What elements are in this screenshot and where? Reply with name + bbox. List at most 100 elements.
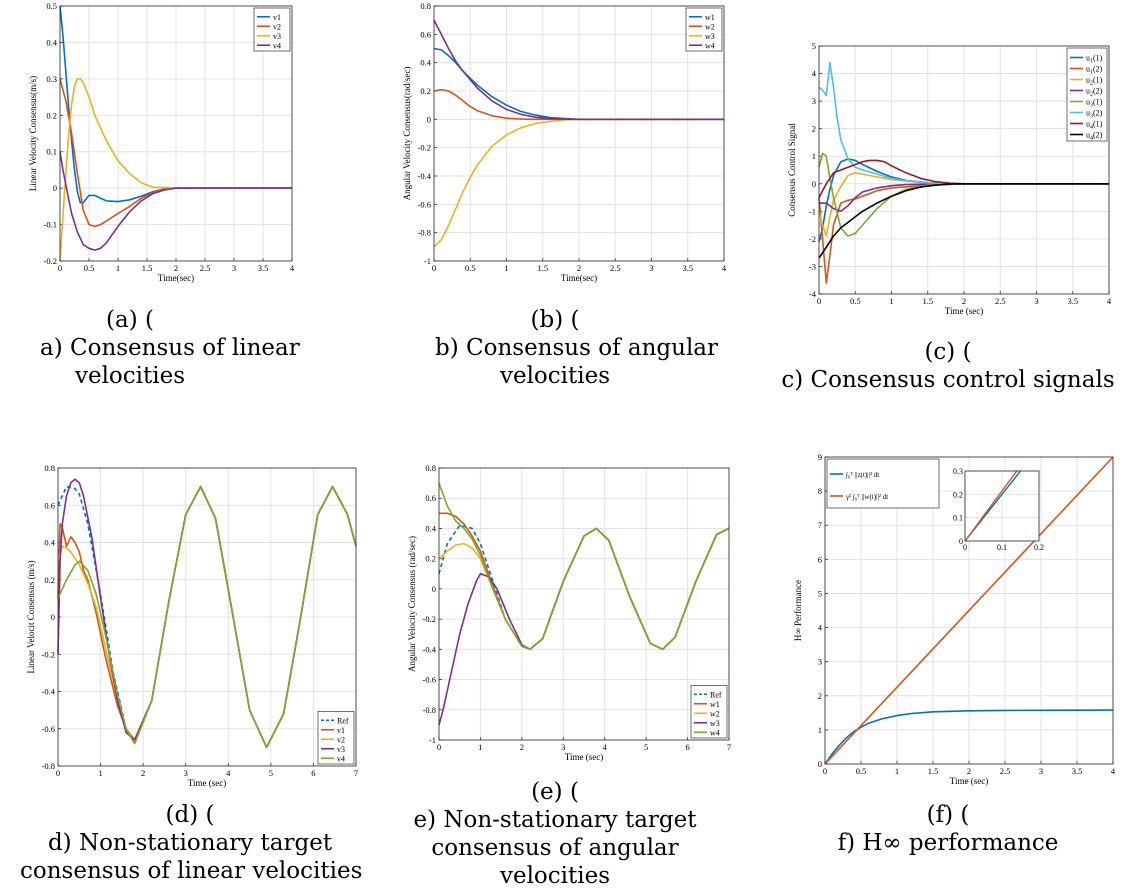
- caption: (a) (a) Consensus of linear velocities: [40, 306, 300, 390]
- legend-box: [826, 458, 940, 509]
- y-tick-label: -0.8: [418, 228, 431, 238]
- x-tick-label: 2: [577, 263, 581, 273]
- y-tick-label: 2: [818, 691, 822, 701]
- legend-label: u2(1): [1086, 76, 1103, 87]
- x-tick-label: 3.5: [1072, 766, 1083, 776]
- caption-line: velocities: [499, 363, 611, 389]
- y-tick-label: -0.2: [44, 256, 57, 266]
- x-tick-label: 1: [478, 742, 482, 752]
- x-tick-label: 3: [232, 263, 236, 273]
- legend-label-suffix: (1): [1093, 54, 1103, 63]
- x-tick-label: 3: [184, 768, 188, 778]
- y-tick-label: -4: [809, 289, 817, 299]
- chart-5: 0 0.5 1 1.5 2 2.5 3 3.5 4 0 1 2 3 4 5 6 7 8 9 Time (sec) H∞ …: [793, 452, 1116, 786]
- legend-label: v4: [337, 754, 345, 763]
- y-tick-label: -3: [809, 261, 816, 271]
- x-tick-label: 2.5: [995, 296, 1006, 306]
- x-tick-label: 3: [1039, 766, 1043, 776]
- x-tick-label: 4: [226, 768, 231, 778]
- legend-label-base: u: [1086, 54, 1090, 63]
- caption-line: velocities: [74, 363, 186, 389]
- legend-label: v2: [337, 735, 345, 744]
- y-tick-label: 1: [818, 725, 822, 735]
- y-tick-label: -0.6: [423, 675, 436, 685]
- legend-label: w3: [710, 719, 720, 728]
- legend-label: w1: [710, 700, 720, 709]
- y-tick-label: -0.4: [423, 644, 437, 654]
- x-tick-label: 0.5: [856, 766, 867, 776]
- legend-label: u4(1): [1086, 120, 1103, 131]
- series-line-w4: [438, 482, 730, 651]
- y-tick-label: 7: [818, 520, 822, 530]
- caption-label: (f) (: [926, 802, 970, 828]
- x-tick-label: 6: [685, 742, 689, 752]
- inset-x-tick-label: 0.2: [1034, 543, 1044, 552]
- x-tick-label: 0: [56, 768, 60, 778]
- legend-label-base: u: [1086, 87, 1090, 96]
- axes-box: [824, 456, 1114, 765]
- x-tick-label: 0: [823, 766, 827, 776]
- legend-label: w2: [710, 709, 720, 718]
- x-tick-label: 2.5: [610, 263, 621, 273]
- x-tick-label: 2: [520, 742, 524, 752]
- legend-label: v2: [273, 22, 281, 31]
- y-tick-label: 0.8: [420, 1, 431, 11]
- legend-label-suffix: (1): [1093, 76, 1103, 85]
- y-tick-label: 0: [812, 179, 816, 189]
- caption-line: c) Consensus control signals: [781, 367, 1115, 393]
- legend-label: u3(2): [1086, 109, 1103, 120]
- series-line-w4: [433, 19, 724, 121]
- x-tick-label: 1.5: [922, 296, 933, 306]
- legend-label-base: u: [1086, 109, 1090, 118]
- caption-line: f) H∞ performance: [837, 830, 1059, 856]
- chart-2: 0 0.5 1 1.5 2 2.5 3 3.5 4 -4 -3 -2 -1 0 1 2 3 4 5 Time (sec…: [787, 41, 1112, 316]
- legend-label: Ref: [710, 690, 722, 699]
- x-tick-label: 5: [644, 742, 648, 752]
- legend-label-sub: 2: [1090, 92, 1093, 98]
- x-tick-label: 5: [269, 768, 273, 778]
- x-tick-label: 2: [962, 296, 966, 306]
- caption-label: (e) (: [531, 779, 579, 805]
- legend-label-base: u: [1086, 131, 1090, 140]
- x-tick-label: 2.5: [200, 263, 211, 273]
- legend-label: w3: [705, 32, 715, 41]
- legend-box: [253, 7, 291, 52]
- y-tick-label: 0: [53, 183, 57, 193]
- x-tick-label: 4: [290, 263, 295, 273]
- axes-box: [438, 467, 730, 741]
- legend-label-base: u: [1086, 120, 1090, 129]
- x-tick-label: 2: [174, 263, 178, 273]
- y-axis-label: Angular Velocity Consensus (rad/sec): [407, 536, 417, 672]
- caption-label: (b) (: [530, 307, 580, 333]
- caption: (c) (c) Consensus control signals: [778, 338, 1118, 394]
- legend-label: v1: [273, 13, 281, 22]
- y-tick-label: 0.4: [44, 538, 55, 548]
- y-tick-label: 0.4: [425, 523, 436, 533]
- series-line-ztdt: [824, 709, 1114, 765]
- inset-box: [964, 470, 1040, 542]
- y-tick-label: 0.6: [420, 29, 431, 39]
- x-tick-label: 1: [889, 296, 893, 306]
- y-tick-label: -0.8: [42, 761, 55, 771]
- y-tick-label: 0: [51, 612, 55, 622]
- y-tick-label: 1: [812, 151, 816, 161]
- caption-line: velocities: [499, 863, 611, 889]
- legend-label: v3: [273, 32, 281, 41]
- legend-label: u1(2): [1086, 65, 1103, 76]
- legend-label-base: u: [1086, 65, 1090, 74]
- caption-label: (d) (: [165, 802, 215, 828]
- legend-label: u1(1): [1086, 54, 1103, 65]
- y-tick-label: 0.2: [44, 575, 55, 585]
- y-tick-label: 9: [818, 452, 822, 462]
- legend-label-sub: 2: [1090, 81, 1093, 87]
- x-tick-label: 1: [504, 263, 508, 273]
- inset-y-tick-label: 0: [959, 537, 963, 546]
- caption-line: consensus of linear velocities: [20, 858, 363, 884]
- y-tick-label: 6: [818, 554, 822, 564]
- axes-box: [59, 5, 293, 262]
- y-tick-label: 0: [818, 759, 822, 769]
- y-tick-label: 0.5: [46, 1, 57, 11]
- y-tick-label: 0.4: [420, 58, 431, 68]
- y-axis-label: Linear Velocit Consensus (m/s): [26, 560, 36, 673]
- x-tick-label: 1: [116, 263, 120, 273]
